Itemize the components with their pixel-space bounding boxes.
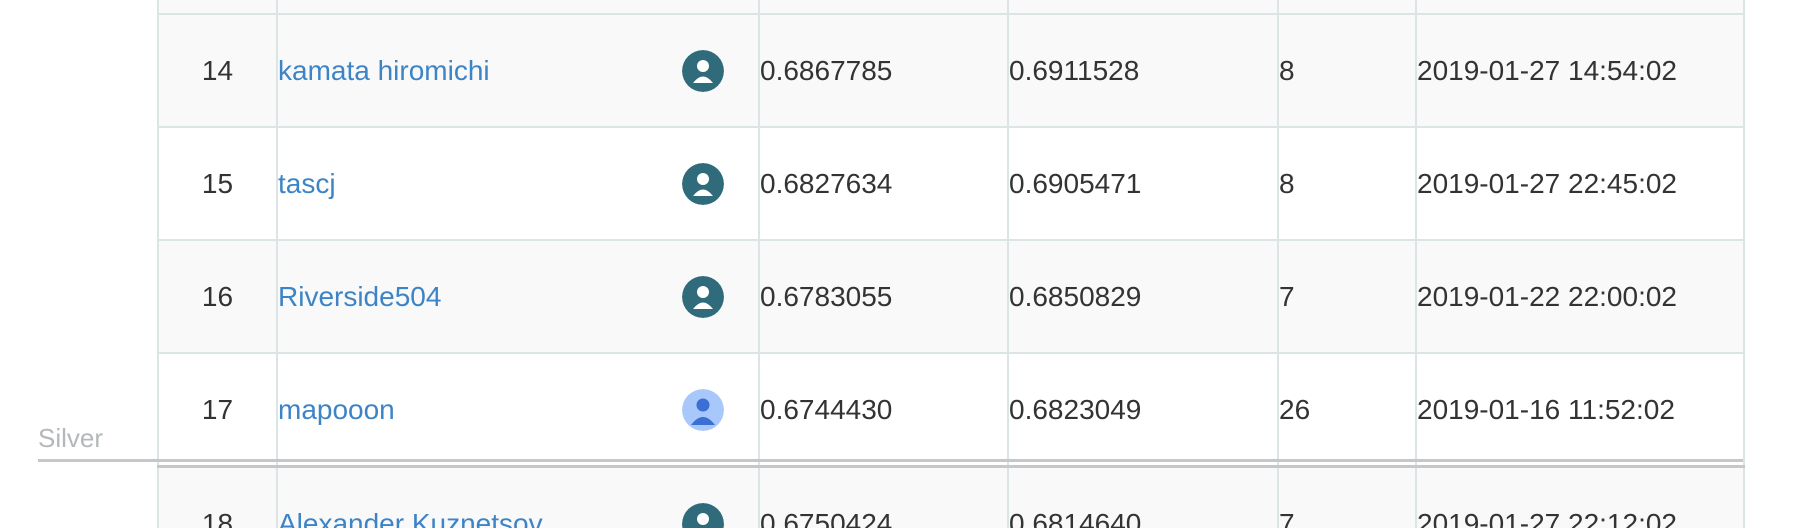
last-submission-cell: 2019-01-22 22:00:02	[1415, 239, 1745, 354]
last-submission-cell: 2019-01-16 11:52:02	[1415, 352, 1745, 468]
last-submission-cell	[1415, 0, 1745, 15]
entries-cell: 7	[1277, 239, 1417, 354]
table-row: 18 Alexander Kuznetsov 0.6750424 0.68146…	[157, 465, 1745, 528]
last-submission-cell: 2019-01-27 22:45:02	[1415, 126, 1745, 241]
private-score-cell: 0.6905471	[1007, 126, 1279, 241]
table-row: 15 tascj 0.6827634 0.6905471 8 2019-01-2…	[157, 126, 1745, 241]
team-cell: Alexander Kuznetsov	[276, 465, 760, 528]
private-score-cell: 0.6823049	[1007, 352, 1279, 468]
team-cell	[276, 0, 760, 15]
table-row	[157, 0, 1745, 15]
team-avatar-icon[interactable]	[682, 502, 724, 528]
rank-cell: 17	[157, 352, 278, 468]
table-row: 16 Riverside504 0.6783055 0.6850829 7 20…	[157, 239, 1745, 354]
medal-zone-divider	[38, 459, 1743, 462]
team-cell: kamata hiromichi	[276, 13, 760, 128]
team-name-link[interactable]: Riverside504	[278, 280, 442, 312]
team-cell: tascj	[276, 126, 760, 241]
public-score-cell: 0.6827634	[758, 126, 1009, 241]
team-avatar-icon[interactable]	[682, 275, 724, 318]
public-score-cell	[758, 0, 1009, 15]
private-score-cell	[1007, 0, 1279, 15]
table-row: 17 mapooon 0.6744430 0.6823049 26 2019-0…	[157, 352, 1745, 468]
team-cell: Riverside504	[276, 239, 760, 354]
entries-cell: 8	[1277, 13, 1417, 128]
public-score-cell: 0.6783055	[758, 239, 1009, 354]
public-score-cell: 0.6750424	[758, 465, 1009, 528]
public-score-cell: 0.6867785	[758, 13, 1009, 128]
rank-cell: 18	[157, 465, 278, 528]
leaderboard-table: 14 kamata hiromichi 0.6867785 0.6911528 …	[157, 0, 1745, 528]
table-row: 14 kamata hiromichi 0.6867785 0.6911528 …	[157, 13, 1745, 128]
medal-zone-label: Silver	[38, 423, 104, 453]
team-name-link[interactable]: Alexander Kuznetsov	[278, 507, 543, 528]
entries-cell: 8	[1277, 126, 1417, 241]
rank-cell: 14	[157, 13, 278, 128]
team-name-link[interactable]: mapooon	[278, 393, 395, 425]
team-name-link[interactable]: tascj	[278, 167, 336, 199]
rank-cell: 16	[157, 239, 278, 354]
rank-cell	[157, 0, 278, 15]
entries-cell: 26	[1277, 352, 1417, 468]
private-score-cell: 0.6814640	[1007, 465, 1279, 528]
rank-cell: 15	[157, 126, 278, 241]
team-avatar-icon[interactable]	[682, 49, 724, 92]
private-score-cell: 0.6850829	[1007, 239, 1279, 354]
last-submission-cell: 2019-01-27 22:12:02	[1415, 465, 1745, 528]
private-score-cell: 0.6911528	[1007, 13, 1279, 128]
team-avatar-icon[interactable]	[682, 162, 724, 205]
team-cell: mapooon	[276, 352, 760, 468]
team-avatar-icon[interactable]	[682, 388, 724, 431]
entries-cell	[1277, 0, 1417, 15]
team-name-link[interactable]: kamata hiromichi	[278, 54, 490, 86]
public-score-cell: 0.6744430	[758, 352, 1009, 468]
last-submission-cell: 2019-01-27 14:54:02	[1415, 13, 1745, 128]
entries-cell: 7	[1277, 465, 1417, 528]
